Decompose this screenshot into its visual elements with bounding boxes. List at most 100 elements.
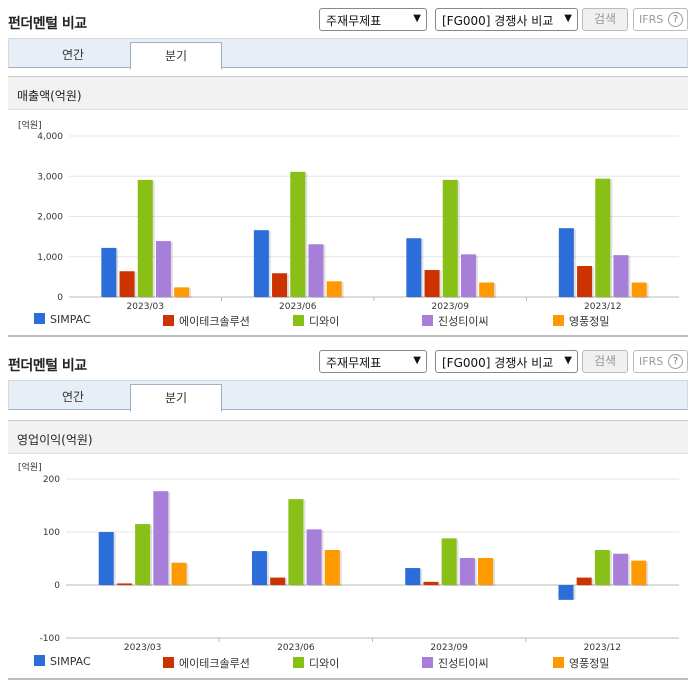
legend-item[interactable]: 에이테크솔루션: [163, 655, 250, 671]
bar-영풍정밀-2023/09[interactable]: [479, 282, 495, 297]
statement-select[interactable]: 주재무제표 ▼: [319, 8, 427, 31]
bar-디와이-2023/06[interactable]: [290, 171, 306, 297]
statement-select[interactable]: 주재무제표 ▼: [319, 350, 427, 373]
legend-item[interactable]: 영풍정밀: [553, 313, 609, 329]
tab-quarterly[interactable]: 분기: [130, 384, 222, 412]
y-tick-label: 0: [54, 581, 60, 591]
section-title: 영업이익(억원): [8, 420, 688, 454]
x-tick-label: 2023/09: [432, 302, 470, 310]
bar-영풍정밀-2023/06[interactable]: [326, 281, 342, 297]
y-tick-label: 2,000: [37, 213, 63, 223]
bar-진성티이씨-2023/09[interactable]: [459, 557, 475, 585]
bar-진성티이씨-2023/12[interactable]: [613, 553, 629, 585]
legend-item[interactable]: 에이테크솔루션: [163, 313, 250, 329]
legend-label: 진성티이씨: [438, 315, 489, 328]
chevron-down-icon: ▼: [564, 13, 572, 24]
legend-item[interactable]: 디와이: [293, 655, 339, 671]
y-unit-label: [억원]: [18, 121, 42, 131]
bar-영풍정밀-2023/06[interactable]: [324, 550, 340, 585]
bar-디와이-2023/06[interactable]: [288, 499, 304, 585]
legend-swatch: [293, 657, 304, 668]
y-tick-label: 200: [43, 475, 60, 485]
chart-legend: SIMPAC 에이테크솔루션 디와이 진성티이씨 영풍정밀: [0, 655, 696, 673]
bar-에이테크솔루션-2023/06[interactable]: [270, 577, 286, 585]
bar-SIMPAC-2023/06[interactable]: [253, 230, 269, 297]
bar-SIMPAC-2023/09[interactable]: [405, 568, 421, 585]
bar-에이테크솔루션-2023/09[interactable]: [424, 270, 440, 297]
statement-select-value: 주재무제표: [326, 356, 382, 370]
bar-SIMPAC-2023/03[interactable]: [101, 247, 117, 297]
bar-에이테크솔루션-2023/06[interactable]: [272, 273, 288, 297]
tab-annual[interactable]: 연간: [61, 390, 85, 404]
section-title: 매출액(억원): [8, 76, 688, 110]
bar-진성티이씨-2023/06[interactable]: [306, 529, 322, 585]
panel-header: 펀더멘털 비교 주재무제표 ▼ [FG000] 경쟁사 비교 ▼ 검색 IFRS…: [0, 0, 696, 38]
bar-디와이-2023/09[interactable]: [442, 179, 458, 297]
peer-select[interactable]: [FG000] 경쟁사 비교 ▼: [435, 350, 578, 373]
bar-영풍정밀-2023/03[interactable]: [171, 562, 187, 585]
legend-item[interactable]: SIMPAC: [34, 313, 91, 326]
bar-에이테크솔루션-2023/12[interactable]: [577, 266, 593, 297]
legend-swatch: [34, 655, 45, 666]
legend-label: 디와이: [309, 657, 340, 670]
legend-item[interactable]: 진성티이씨: [422, 655, 489, 671]
ifrs-help-button[interactable]: IFRS ?: [633, 8, 688, 31]
bar-영풍정밀-2023/09[interactable]: [478, 557, 494, 585]
legend-label: 에이테크솔루션: [179, 657, 250, 670]
ifrs-label: IFRS: [639, 355, 664, 368]
x-tick-label: 2023/12: [584, 302, 621, 310]
legend-item[interactable]: 영풍정밀: [553, 655, 609, 671]
legend-item[interactable]: 디와이: [293, 313, 339, 329]
panel-header: 펀더멘털 비교 주재무제표 ▼ [FG000] 경쟁사 비교 ▼ 검색 IFRS…: [0, 342, 696, 380]
tab-quarterly[interactable]: 분기: [130, 42, 222, 70]
bar-에이테크솔루션-2023/03[interactable]: [119, 271, 135, 297]
bar-디와이-2023/12[interactable]: [595, 178, 611, 297]
tab-annual[interactable]: 연간: [61, 48, 85, 62]
bar-진성티이씨-2023/03[interactable]: [155, 241, 171, 297]
bar-진성티이씨-2023/06[interactable]: [308, 244, 324, 297]
legend-label: SIMPAC: [50, 313, 91, 326]
bar-디와이-2023/09[interactable]: [441, 538, 457, 585]
bar-디와이-2023/03[interactable]: [137, 179, 153, 297]
bar-진성티이씨-2023/09[interactable]: [460, 254, 476, 297]
search-button[interactable]: 검색: [582, 8, 628, 31]
legend-label: 영풍정밀: [569, 315, 610, 328]
period-tabs: 연간 분기: [8, 380, 688, 412]
legend-item[interactable]: 진성티이씨: [422, 313, 489, 329]
bar-영풍정밀-2023/12[interactable]: [631, 560, 647, 585]
fundamental-panel-revenue: 펀더멘털 비교 주재무제표 ▼ [FG000] 경쟁사 비교 ▼ 검색 IFRS…: [0, 0, 696, 337]
y-unit-label: [억원]: [18, 463, 42, 473]
legend-swatch: [163, 315, 174, 326]
x-tick-label: 2023/03: [127, 302, 164, 310]
bar-SIMPAC-2023/03[interactable]: [98, 532, 114, 585]
search-button[interactable]: 검색: [582, 350, 628, 373]
legend-label: 에이테크솔루션: [179, 315, 250, 328]
bar-에이테크솔루션-2023/09[interactable]: [423, 581, 439, 585]
bar-SIMPAC-2023/12[interactable]: [558, 228, 574, 297]
chevron-down-icon: ▼: [413, 355, 421, 366]
legend-item[interactable]: SIMPAC: [34, 655, 91, 668]
peer-select[interactable]: [FG000] 경쟁사 비교 ▼: [435, 8, 578, 31]
chart-legend: SIMPAC 에이테크솔루션 디와이 진성티이씨 영풍정밀: [0, 313, 696, 331]
bar-디와이-2023/03[interactable]: [135, 524, 151, 585]
period-tabs: 연간 분기: [8, 38, 688, 70]
legend-swatch: [422, 657, 433, 668]
bar-진성티이씨-2023/03[interactable]: [153, 491, 169, 585]
operating-profit-chart: -100 0 100 200 2023/03 2023/06 2023/09 2023/12: [40, 475, 679, 652]
x-tick-label: 2023/03: [124, 643, 161, 652]
bar-디와이-2023/12[interactable]: [594, 550, 610, 585]
bar-SIMPAC-2023/06[interactable]: [251, 551, 267, 585]
bar-영풍정밀-2023/12[interactable]: [631, 282, 647, 297]
legend-swatch: [34, 313, 45, 324]
peer-select-value: [FG000] 경쟁사 비교: [442, 356, 554, 370]
legend-label: 디와이: [309, 315, 340, 328]
bar-에이테크솔루션-2023/12[interactable]: [576, 577, 592, 585]
bar-에이테크솔루션-2023/03[interactable]: [116, 583, 132, 585]
bar-영풍정밀-2023/03[interactable]: [174, 287, 190, 297]
bar-shadow: [118, 584, 134, 586]
divider: [8, 678, 688, 680]
bar-SIMPAC-2023/09[interactable]: [406, 238, 422, 297]
bar-SIMPAC-2023/12[interactable]: [558, 585, 574, 600]
ifrs-help-button[interactable]: IFRS ?: [633, 350, 688, 373]
bar-진성티이씨-2023/12[interactable]: [613, 255, 629, 297]
